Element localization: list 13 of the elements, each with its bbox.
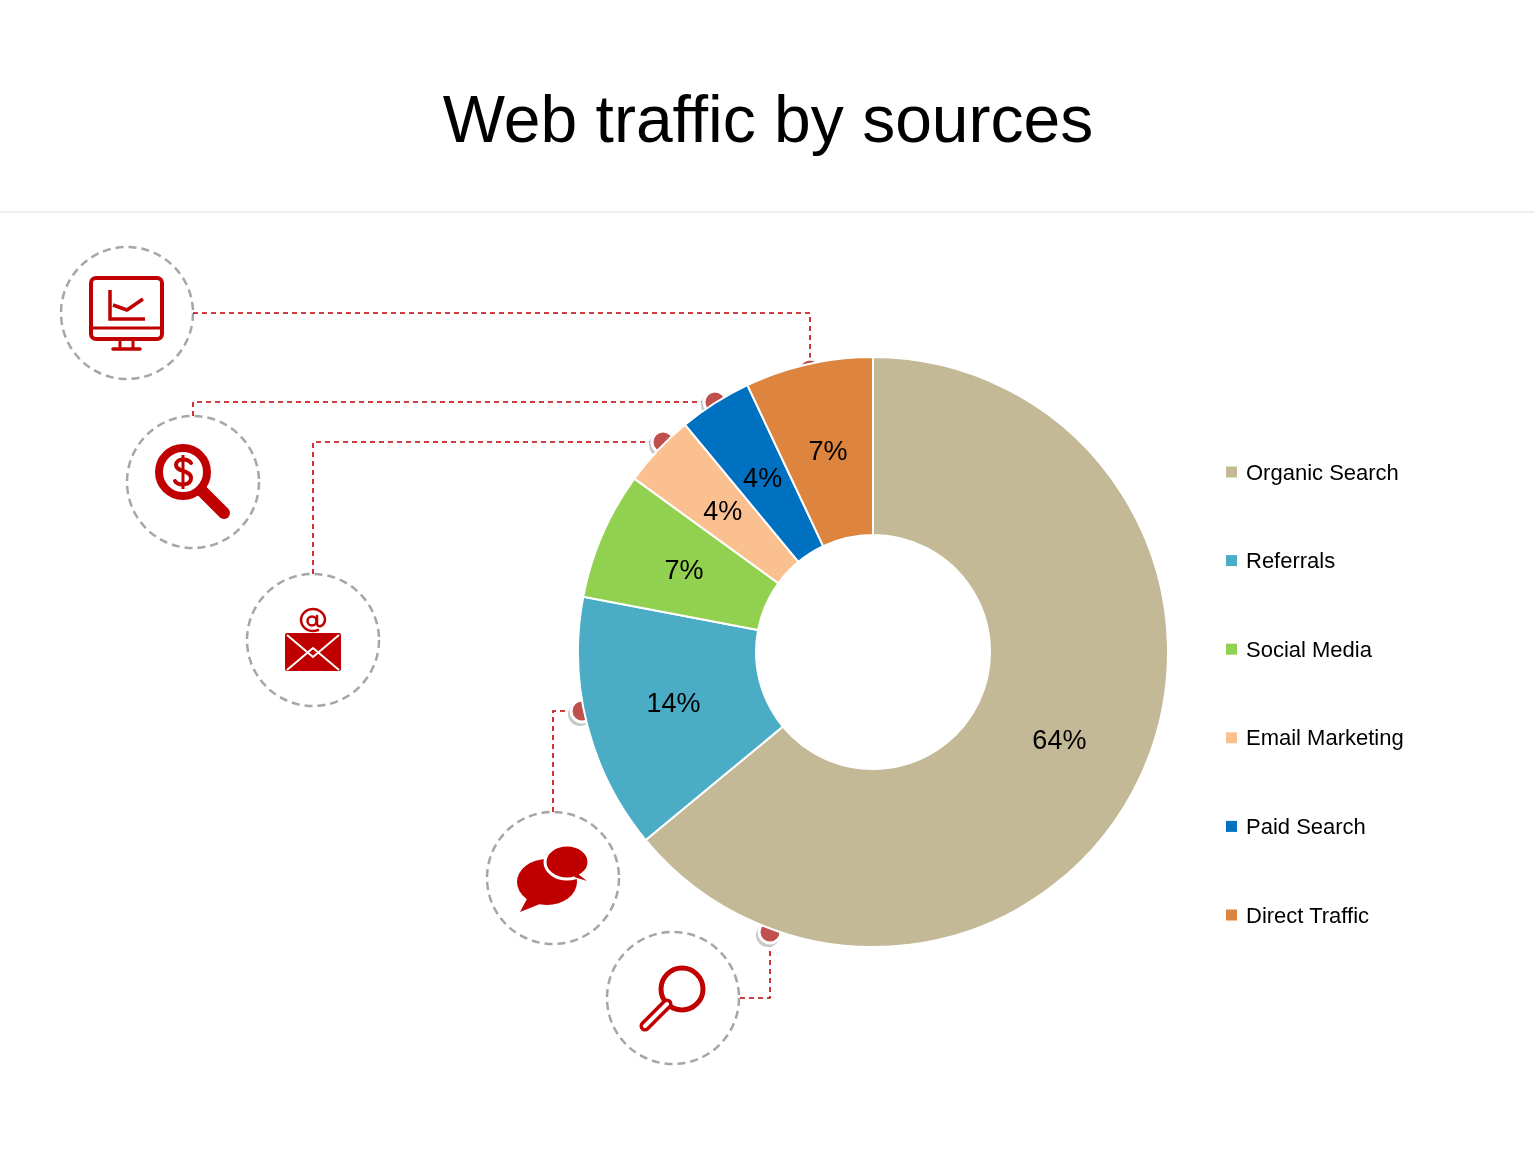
legend-label: Referrals <box>1246 548 1336 574</box>
data-label: 7% <box>808 435 848 466</box>
legend-label: Social Media <box>1246 636 1373 662</box>
data-label: 4% <box>743 463 783 494</box>
data-label: 64% <box>1032 724 1087 755</box>
chart-title: Web traffic by sources <box>442 82 1094 156</box>
legend-label: Direct Traffic <box>1246 902 1370 928</box>
data-label: 7% <box>664 555 704 586</box>
legend-label: Paid Search <box>1246 813 1366 839</box>
legend-label: Organic Search <box>1246 459 1399 485</box>
data-label: 4% <box>703 495 743 526</box>
data-label: 14% <box>646 688 701 719</box>
legend-label: Email Marketing <box>1246 725 1404 751</box>
